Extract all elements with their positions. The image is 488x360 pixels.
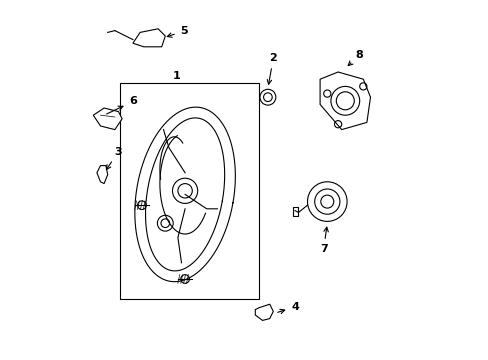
Polygon shape [320, 72, 370, 130]
Text: 6: 6 [106, 96, 137, 114]
Polygon shape [97, 166, 107, 184]
Text: 2: 2 [266, 53, 277, 84]
Text: 5: 5 [167, 26, 187, 37]
Text: 8: 8 [347, 50, 363, 66]
Text: 7: 7 [319, 227, 327, 254]
Bar [292, 207, 298, 216]
Bar [120, 83, 258, 299]
Polygon shape [133, 29, 165, 47]
Polygon shape [255, 304, 273, 320]
Text: 4: 4 [277, 302, 299, 314]
Text: 1: 1 [172, 71, 180, 81]
Polygon shape [93, 108, 122, 130]
Text: 3: 3 [106, 147, 122, 170]
